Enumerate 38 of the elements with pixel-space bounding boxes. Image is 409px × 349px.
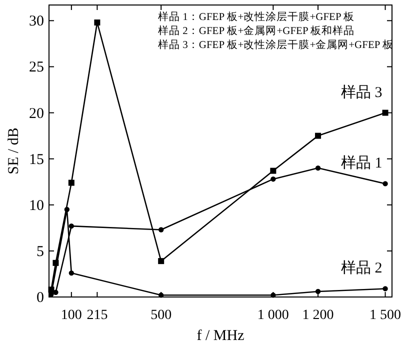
legend-label: 样品 1 (341, 154, 382, 172)
y-tick-label: 5 (36, 244, 44, 260)
point (68, 180, 74, 186)
point (158, 292, 164, 298)
point (94, 20, 100, 26)
point (158, 227, 164, 232)
y-tick-label: 15 (29, 152, 44, 168)
point (382, 181, 388, 186)
legend-label: 样品 2 (341, 260, 382, 277)
point (382, 286, 388, 292)
point (68, 223, 74, 229)
x-tick-label: 1 500 (370, 308, 402, 323)
x-tick-label: 215 (86, 308, 108, 323)
annotation: 样品 2：GFEP 板+金属网+GFEP 板和样品 (158, 24, 355, 37)
x-tick-label: 100 (60, 308, 82, 323)
point (270, 168, 276, 174)
point (48, 286, 54, 293)
point (315, 288, 321, 294)
annotation: 样品 1：GFEP 板+改性涂层干膜+GFEP 板 (158, 11, 355, 23)
point (315, 165, 321, 171)
point (382, 110, 388, 116)
point (68, 270, 74, 276)
point (158, 258, 164, 264)
x-tick-label: 500 (150, 308, 172, 323)
point (315, 132, 322, 139)
annotation: 样品 3：GFEP 板+改性涂层干膜+金属网+GFEP 板 (158, 39, 394, 51)
point (52, 260, 59, 266)
y-tick-label: 30 (29, 14, 44, 30)
x-tick-label: 1 200 (302, 308, 334, 323)
series-label: 样品 3 (341, 84, 382, 101)
y-tick-label: 25 (29, 60, 44, 76)
y-axis-title: SE / dB (6, 128, 22, 174)
y-tick-label: 10 (29, 198, 44, 214)
x-tick-label: 1 000 (257, 308, 289, 323)
point (270, 176, 276, 182)
x-axis-title: f / MHz (196, 328, 245, 344)
y-tick-label: 20 (29, 106, 44, 122)
y-tick-label: 0 (36, 290, 44, 306)
